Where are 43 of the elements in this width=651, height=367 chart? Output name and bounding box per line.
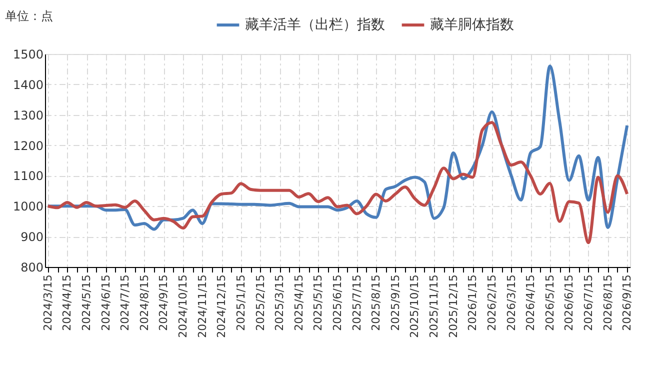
x-tick-label: 2025/1/15: [234, 274, 248, 331]
x-tick-label: 2025/10/15: [408, 274, 422, 338]
x-tick-label: 2026/6/15: [562, 274, 576, 331]
x-tick-label: 2025/4/15: [292, 274, 306, 331]
x-tick-label: 2025/3/15: [273, 274, 286, 331]
y-tick-label: 1100: [12, 169, 44, 184]
y-tick-label: 1300: [12, 108, 44, 122]
x-tick-label: 2025/8/15: [370, 274, 383, 331]
x-tick-label: 2024/3/15: [41, 274, 54, 331]
x-tick-label: 2026/3/15: [504, 274, 518, 331]
x-tick-label: 2024/8/15: [138, 274, 151, 331]
y-tick-label: 1200: [12, 138, 44, 153]
x-tick-label: 2025/11/15: [428, 274, 441, 338]
x-tick-label: 2026/1/15: [466, 274, 480, 331]
x-tick-label: 2024/10/15: [176, 274, 190, 338]
legend-label: 藏羊活羊（出栏）指数: [245, 17, 385, 33]
x-tick-label: 2026/2/15: [485, 274, 498, 331]
y-tick-label: 900: [20, 230, 44, 244]
y-axis-title: 单位：点: [5, 9, 53, 23]
x-tick-label: 2025/9/15: [388, 274, 402, 331]
x-tick-label: 2024/7/15: [118, 274, 132, 331]
x-tick-label: 2026/9/15: [620, 274, 634, 331]
line-series: [46, 120, 629, 244]
x-tick-label: 2025/5/15: [312, 274, 325, 331]
x-tick-label: 2024/12/15: [215, 274, 228, 338]
x-tick-label: 2025/12/15: [446, 274, 460, 338]
x-tick-label: 2025/6/15: [331, 274, 344, 331]
y-tick-label: 1500: [12, 48, 44, 62]
x-tick-label: 2026/4/15: [524, 274, 538, 331]
x-tick-label: 2026/8/15: [601, 274, 614, 331]
legend-label: 藏羊胴体指数: [430, 17, 514, 33]
x-tick-label: 2026/7/15: [582, 274, 595, 331]
x-tick-label: 2024/9/15: [157, 274, 170, 331]
y-tick-label: 800: [20, 260, 44, 274]
y-tick-label: 1400: [12, 78, 44, 92]
x-tick-label: 2024/5/15: [80, 274, 94, 331]
y-tick-label: 1000: [12, 200, 44, 214]
x-tick-label: 2026/5/15: [543, 274, 556, 331]
x-tick-label: 2024/6/15: [99, 274, 112, 331]
x-tick-label: 2024/4/15: [60, 274, 74, 331]
x-tick-label: 2024/11/15: [196, 274, 209, 338]
x-tick-label: 2025/2/15: [254, 274, 267, 331]
x-tick-label: 2025/7/15: [350, 274, 364, 331]
